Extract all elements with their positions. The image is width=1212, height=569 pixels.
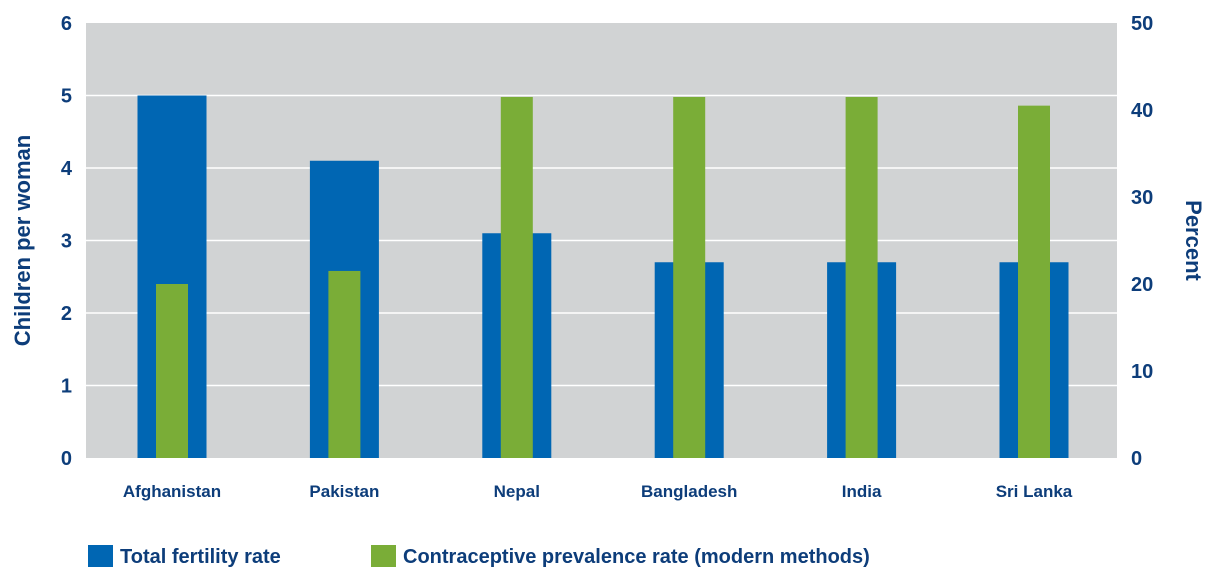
x-category-label: India [842,482,882,501]
bar-contraceptive-prevalence-rate [845,96,878,458]
bar-contraceptive-prevalence-rate [673,96,706,458]
left-y-tick-label: 1 [61,376,72,398]
left-y-tick-label: 0 [61,448,72,470]
left-y-tick-label: 2 [61,303,72,325]
legend-swatch-contraceptive-prevalence-rate [371,545,396,567]
x-category-label: Sri Lanka [996,482,1073,501]
bar-contraceptive-prevalence-rate [1018,105,1050,459]
x-axis-categories: Afghanistan Pakistan Nepal Bangladesh India S… [123,482,1073,501]
right-y-tick-label: 50 [1131,13,1153,35]
right-y-tick-label: 30 [1131,187,1153,209]
bar-contraceptive-prevalence-rate [156,284,188,458]
bar-contraceptive-prevalence-rate [328,270,361,458]
left-y-tick-label: 5 [61,86,72,108]
right-y-tick-label: 0 [1131,448,1142,470]
x-category-label: Nepal [494,482,540,501]
bar-contraceptive-prevalence-rate [500,96,533,458]
legend-label-contraceptive-prevalence-rate: Contraceptive prevalence rate (modern me… [403,546,870,568]
left-y-tick-label: 6 [61,13,72,35]
bars [137,95,1069,459]
right-y-tick-label: 20 [1131,274,1153,296]
legend-swatch-total-fertility-rate [88,545,113,567]
left-y-axis-ticks: 0 1 2 3 4 5 6 [61,13,73,470]
left-y-tick-label: 4 [61,158,73,180]
left-y-axis-title: Children per woman [10,135,35,346]
right-y-tick-label: 40 [1131,100,1153,122]
right-y-axis-ticks: 0 10 20 30 40 50 [1131,13,1153,470]
gridlines [86,94,1117,387]
x-category-label: Bangladesh [641,482,737,501]
legend: Total fertility rate Contraceptive preva… [88,545,870,568]
right-y-tick-label: 10 [1131,361,1153,383]
right-y-axis-title: Percent [1181,200,1206,281]
legend-label-total-fertility-rate: Total fertility rate [120,546,281,568]
x-category-label: Afghanistan [123,482,221,501]
left-y-tick-label: 3 [61,231,72,253]
x-category-label: Pakistan [309,482,379,501]
